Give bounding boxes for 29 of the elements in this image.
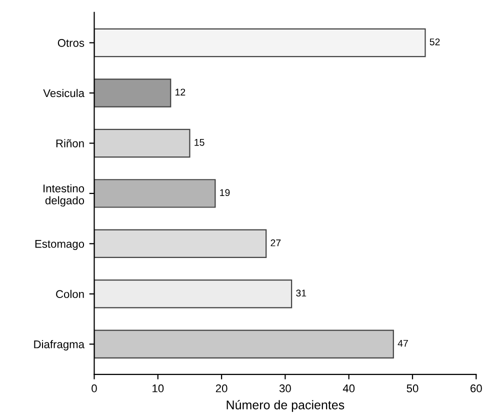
y-tick-label: Estomago	[35, 240, 84, 250]
x-tick-label: 50	[406, 384, 418, 392]
data-label: 31	[296, 290, 306, 297]
data-label: 27	[270, 239, 281, 246]
y-tick-label: Diafragma	[34, 340, 85, 350]
bar	[94, 78, 172, 108]
bar	[94, 330, 394, 359]
bar	[94, 179, 216, 208]
y-tick-label: Intestino delgado	[44, 184, 84, 207]
y-tick-label: Otros	[58, 39, 84, 47]
x-tick-label: 40	[342, 384, 355, 392]
bar	[94, 229, 267, 258]
bar	[94, 280, 292, 308]
x-tick-label: 30	[279, 384, 291, 392]
y-tick-label: Colon	[56, 290, 84, 298]
data-label: 19	[220, 189, 230, 196]
x-tick-label: 0	[92, 384, 97, 392]
x-tick-label: 20	[216, 384, 228, 392]
data-label: 47	[398, 340, 408, 347]
data-label: 12	[176, 88, 186, 96]
y-tick-label: Riñon	[56, 139, 84, 148]
data-label: 15	[194, 139, 204, 146]
bar	[94, 128, 190, 158]
x-tick-label: 10	[152, 384, 164, 392]
x-axis-title: Número de pacientes	[226, 400, 344, 412]
x-tick-label: 60	[470, 384, 482, 392]
bar	[94, 28, 426, 58]
y-tick-label: Vesicula	[43, 88, 85, 98]
data-label: 52	[430, 38, 440, 46]
